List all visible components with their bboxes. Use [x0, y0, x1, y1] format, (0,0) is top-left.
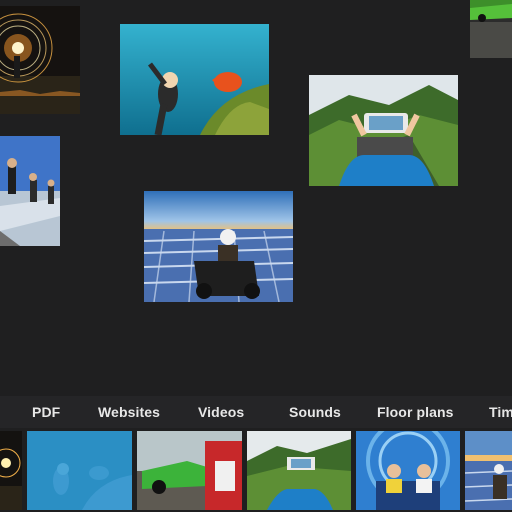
skaters-photo[interactable]: [0, 136, 60, 246]
thumbnail-underwater-diver-selected[interactable]: [27, 431, 132, 510]
thumbnail-race-car[interactable]: [137, 431, 242, 510]
category-videos[interactable]: Videos: [198, 404, 245, 420]
thumbnail-salt-flat-motorcycle[interactable]: [465, 431, 512, 510]
mountain-hiker-photo[interactable]: [309, 75, 458, 186]
thumbnail-mountain-hiker[interactable]: [247, 431, 351, 510]
category-bar: PDF Websites Videos Sounds Floor plans T…: [0, 396, 512, 428]
thumbnail-strip: [0, 430, 512, 512]
category-websites[interactable]: Websites: [98, 404, 161, 420]
thumbnail-roller-coaster[interactable]: [356, 431, 460, 510]
category-floor-plans[interactable]: Floor plans: [377, 404, 454, 420]
salt-flat-motorcycle-photo[interactable]: [144, 191, 293, 302]
category-pdf[interactable]: PDF: [32, 404, 61, 420]
category-sounds[interactable]: Sounds: [289, 404, 341, 420]
category-timeline[interactable]: Tim: [489, 404, 512, 420]
green-race-car-photo[interactable]: [470, 0, 512, 58]
steel-wool-fire-photo[interactable]: [0, 6, 80, 114]
thumbnail-steel-wool[interactable]: [0, 431, 22, 510]
underwater-diver-photo[interactable]: [120, 24, 269, 135]
